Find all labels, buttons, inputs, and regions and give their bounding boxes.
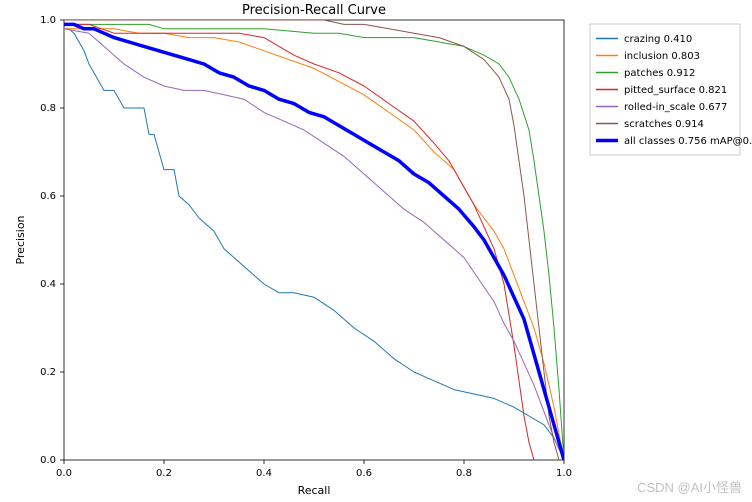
xtick-label: 1.0 [556,468,572,479]
chart-title: Precision-Recall Curve [242,3,386,18]
xtick-label: 0.0 [56,468,72,479]
ytick-label: 0.2 [40,367,56,378]
legend-label: crazing 0.410 [624,34,692,45]
x-axis-label: Recall [298,484,331,497]
ytick-label: 0.4 [40,279,56,290]
pr-curve-chart: 0.0 0.2 0.4 0.6 0.8 1.0 0.0 0.2 0.4 0.6 0.8 1.0 Reca… [0,0,752,502]
chart-container: 0.0 0.2 0.4 0.6 0.8 1.0 0.0 0.2 0.4 0.6 0.8 1.0 Reca… [0,0,752,502]
legend-label: pitted_surface 0.821 [624,85,727,96]
legend-label: rolled-in_scale 0.677 [624,102,727,113]
legend-label: scratches 0.914 [624,119,704,130]
ytick-label: 0.0 [40,455,56,466]
xtick-label: 0.6 [356,468,372,479]
ytick-label: 0.6 [40,191,56,202]
legend-label: inclusion 0.803 [624,51,700,62]
xtick-label: 0.2 [156,468,172,479]
legend-label: all classes 0.756 mAP@0.5 [624,136,752,147]
xtick-label: 0.4 [256,468,272,479]
legend: crazing 0.410 inclusion 0.803 patches 0.91… [590,24,752,155]
ytick-label: 0.8 [40,103,56,114]
legend-label: patches 0.912 [624,68,695,79]
y-axis-label: Precision [14,215,27,264]
ytick-label: 1.0 [40,15,56,26]
xtick-label: 0.8 [456,468,472,479]
